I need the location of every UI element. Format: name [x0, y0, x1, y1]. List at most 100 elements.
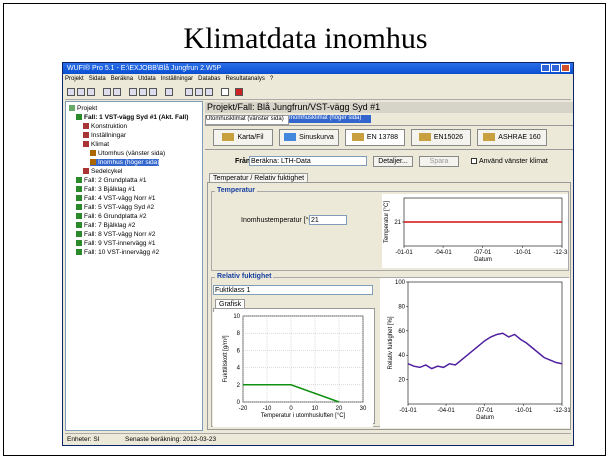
menu-item[interactable]: Inställningar [160, 76, 194, 82]
checkbox-label: Använd vänster klimat [479, 158, 548, 165]
menu-item[interactable]: Resultatanalys [225, 76, 265, 82]
climate-button[interactable]: EN 13788 [345, 129, 405, 146]
tool[interactable] [185, 88, 193, 96]
chart: 0 2 4 6 8 10 -20 -10 0 10 20 30 Temperatur i utomhus… [213, 312, 373, 427]
tool[interactable] [67, 88, 75, 96]
tree-icon [83, 141, 89, 148]
x-tick-label: -01-01 [399, 408, 417, 414]
tree-item[interactable]: Fall: 1 VST-vägg Syd #1 (Akt. Fall) [76, 114, 188, 121]
x-tick-label: -10-01 [515, 408, 533, 414]
tree-item[interactable]: Fall: 5 VST-vägg Syd #2 [76, 204, 154, 211]
menu-item[interactable]: Projekt [65, 76, 84, 82]
y-tick-label: 60 [398, 329, 405, 335]
tool[interactable] [165, 88, 173, 96]
button-icon [284, 133, 297, 142]
tree-icon [83, 123, 89, 130]
tree-item[interactable]: Konstruktion [83, 123, 127, 130]
tree-item[interactable]: Fall: 2 Grundplatta #1 [76, 177, 147, 184]
close[interactable] [561, 64, 570, 72]
details-button[interactable]: Detaljer... [373, 156, 413, 167]
tree-item[interactable]: Inomhus (höger sida) [90, 159, 160, 166]
checkbox[interactable] [471, 158, 477, 164]
tree-item[interactable]: Utomhus (vänster sida) [90, 150, 165, 157]
tool[interactable] [113, 88, 121, 96]
tool[interactable] [195, 88, 203, 96]
tool[interactable] [139, 88, 147, 96]
climate-button[interactable]: Karta/Fil [213, 129, 273, 146]
title-bar: WUFI® Pro 5.1 - E:\EXJOBB\Blå Jungfrun 2… [63, 63, 573, 74]
x-tick-label: 0 [289, 406, 293, 412]
subtab[interactable]: Temperatur / Relativ fuktighet [209, 173, 309, 183]
x-tick-label: -10 [263, 406, 272, 412]
tree-label: Fall: 8 VST-vägg Norr #2 [84, 231, 156, 238]
button-icon [222, 133, 235, 142]
menu-item[interactable]: Databas [198, 76, 221, 82]
tool[interactable] [235, 88, 243, 96]
x-tick-label: -07-01 [474, 250, 492, 256]
series-line [407, 332, 563, 370]
tree-icon [83, 132, 89, 139]
menu-item[interactable]: Beräkna [110, 76, 134, 82]
graph-tab[interactable]: Grafisk [215, 299, 246, 309]
tree-icon [76, 231, 82, 238]
tree-label: Projekt [77, 105, 98, 112]
tab-active[interactable]: Inomhusklimat (höger sida) [289, 115, 371, 123]
menu-item[interactable]: Utdata [138, 76, 156, 82]
tree-item[interactable]: Fall: 7 Bjälklag #2 [76, 222, 135, 229]
minimize[interactable] [541, 64, 550, 72]
project-tree: Projekt Fall: 1 VST-vägg Syd #1 (Akt. Fal… [65, 101, 203, 431]
from-field[interactable]: Beräkna: LTH-Data [249, 156, 367, 166]
tree-label: Fall: 9 VST-innervägg #1 [84, 240, 156, 247]
tree-item[interactable]: Projekt [69, 105, 97, 112]
group-title: Temperatur [215, 187, 257, 194]
tool[interactable] [87, 88, 95, 96]
tool[interactable] [205, 88, 213, 96]
chart: 20 40 60 80 100 -01-01 -04-01 -07-01 -10-01 -12-3… [380, 278, 570, 428]
y-tick-label: 40 [398, 353, 405, 359]
save-button[interactable]: Spara [419, 156, 459, 167]
tool[interactable] [77, 88, 85, 96]
tree-item[interactable]: Fall: 8 VST-vägg Norr #2 [76, 231, 156, 238]
chart: 21 -01-01 -04-01 -07-01 -10-01 -12-31 Datum Tem… [382, 194, 568, 268]
menu-bar: Projekt Sidata Beräkna Utdata Inställningar D… [65, 75, 278, 83]
climate-button[interactable]: Sinuskurva [279, 129, 339, 146]
tree-item[interactable]: Klimat [83, 141, 109, 148]
tool[interactable] [129, 88, 137, 96]
tree-label: Fall: 3 Bjälklag #1 [84, 186, 136, 193]
menu-item[interactable]: ? [269, 76, 274, 82]
temp-label: Inomhustemperatur [°C] [241, 217, 316, 224]
tree-item[interactable]: Fall: 9 VST-innervägg #1 [76, 240, 156, 247]
x-tick-label: -10-01 [514, 250, 532, 256]
tree-label: Inställningar [91, 132, 127, 139]
menu-item[interactable]: Sidata [88, 76, 106, 82]
y-tick-label: 2 [237, 383, 241, 389]
tree-item[interactable]: Fall: 4 VST-vägg Norr #1 [76, 195, 156, 202]
tree-item[interactable]: Fall: 10 VST-innervägg #2 [76, 249, 159, 256]
tree-label: Klimat [91, 141, 110, 148]
tree-item[interactable]: Sedelcykel [83, 168, 122, 175]
maximize[interactable] [551, 64, 560, 72]
class-dropdown[interactable]: Fuktklass 1 [213, 285, 373, 295]
tree-icon [76, 114, 82, 121]
divider [205, 125, 573, 126]
tool[interactable] [103, 88, 111, 96]
tree-item[interactable]: Inställningar [83, 132, 126, 139]
button-label: ASHRAE 160 [498, 134, 541, 141]
tree-icon [76, 204, 82, 211]
climate-button[interactable]: ASHRAE 160 [477, 129, 547, 146]
tree-item[interactable]: Fall: 3 Bjälklag #1 [76, 186, 135, 193]
tree-label: Fall: 7 Bjälklag #2 [84, 222, 136, 229]
status-units: Enheter: SI [67, 436, 100, 443]
temp-input[interactable]: 21 [309, 215, 347, 225]
tool[interactable] [221, 88, 229, 96]
tree-icon [76, 186, 82, 193]
tab[interactable]: Utomhusklimat (vänster sida) [205, 115, 289, 125]
tree-label: Inomhus (höger sida) [98, 159, 160, 166]
climate-button[interactable]: EN15026 [411, 129, 471, 146]
x-tick-label: -01-01 [395, 250, 413, 256]
group-title: Relativ fuktighet [215, 273, 274, 280]
tool[interactable] [149, 88, 157, 96]
tree-item[interactable]: Fall: 6 Grundplatta #2 [76, 213, 147, 220]
x-tick-label: 10 [312, 406, 319, 412]
y-axis-label: Relativ fuktighet [%] [388, 316, 394, 369]
